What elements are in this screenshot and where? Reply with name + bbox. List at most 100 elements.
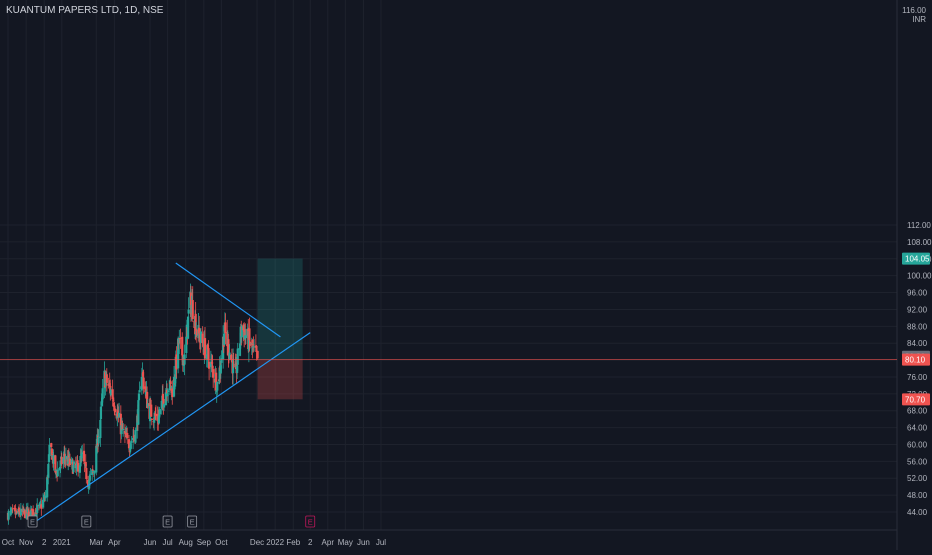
candle-body — [89, 473, 92, 475]
time-axis-tick-label: Jun — [357, 538, 370, 547]
candle-body — [194, 313, 197, 335]
candle-body — [165, 389, 169, 395]
candle-body — [248, 328, 251, 341]
price-badge-box — [902, 393, 930, 406]
candle-up — [244, 329, 248, 344]
candle-up — [99, 417, 102, 447]
long-position-stop-zone — [257, 359, 303, 400]
candle-body — [50, 443, 53, 447]
candle-down — [63, 445, 66, 468]
earnings-marker-label: E — [190, 518, 195, 527]
candle-down — [126, 427, 129, 444]
price-badge-label: 104.05 — [905, 255, 930, 264]
candle-body — [29, 510, 32, 518]
price-axis-tick-label: 44.00 — [907, 508, 928, 517]
candle-up — [220, 350, 223, 372]
candle-up — [109, 387, 112, 397]
candle-up — [231, 348, 235, 385]
candle-body — [9, 510, 13, 512]
candle-down — [76, 455, 79, 465]
candle-body — [11, 508, 14, 510]
candle-body — [228, 352, 231, 360]
candle-body — [227, 339, 230, 356]
candle-body — [93, 470, 96, 474]
candle-down — [156, 406, 159, 431]
candle-body — [101, 397, 104, 403]
time-axis-tick-label: Dec — [250, 538, 264, 547]
candle-body — [123, 430, 127, 434]
candle-body — [77, 463, 80, 472]
candle-body — [232, 361, 235, 363]
candle-down — [232, 352, 235, 369]
candle-body — [122, 428, 125, 431]
candle-body — [187, 309, 190, 314]
candle-body — [80, 453, 83, 459]
candle-up — [48, 437, 51, 462]
price-axis-tick-label: 92.00 — [907, 305, 928, 314]
candle-body — [238, 348, 241, 350]
candle-body — [10, 509, 14, 511]
candle-body — [191, 300, 194, 320]
candle-up — [46, 474, 49, 502]
earnings-marker: E — [27, 515, 38, 528]
candle-body — [88, 475, 91, 481]
candle-body — [146, 403, 149, 407]
candle-up — [190, 295, 193, 321]
candle-body — [164, 392, 167, 406]
candle-down — [119, 405, 122, 444]
candle-down — [91, 465, 94, 474]
candle-body — [111, 389, 114, 400]
candle-body — [190, 304, 193, 314]
candle-up — [238, 347, 241, 357]
candle-body — [201, 333, 204, 343]
candle-up — [10, 507, 13, 515]
candle-body — [101, 388, 104, 400]
candle-up — [38, 502, 41, 509]
candle-body — [39, 503, 42, 505]
candle-body — [158, 409, 162, 415]
candle-body — [140, 376, 143, 387]
candle-body — [243, 331, 246, 340]
candle-up — [64, 447, 67, 467]
candle-body — [13, 509, 17, 511]
candle-body — [18, 507, 21, 512]
candle-body — [43, 495, 46, 497]
candle-body — [242, 324, 245, 331]
candle-body — [48, 444, 51, 457]
candle-body — [216, 381, 219, 391]
earnings-marker-box — [27, 515, 38, 528]
candle-body — [55, 471, 58, 473]
time-axis-tick-label: 2021 — [53, 538, 71, 547]
candle-body — [203, 338, 207, 359]
time-axis-tick-label: May — [338, 538, 353, 547]
earnings-marker-box — [305, 515, 316, 528]
candle-body — [42, 498, 45, 502]
candle-body — [247, 330, 250, 351]
time-axis-tick-label: Apr — [322, 538, 335, 547]
candle-body — [72, 464, 75, 473]
trendline-support — [36, 332, 311, 521]
candle-body — [126, 432, 129, 439]
candle-body — [44, 495, 47, 499]
candle-body — [99, 406, 103, 420]
candle-down — [112, 395, 115, 402]
candle-body — [206, 344, 210, 350]
candle-body — [240, 326, 243, 338]
candle-body — [104, 378, 107, 386]
candle-body — [144, 386, 147, 393]
candle-body — [137, 393, 141, 401]
candle-body — [91, 469, 94, 475]
price-axis-tick-label: 100.00 — [907, 272, 932, 281]
candle-up — [178, 329, 181, 354]
candle-body — [72, 461, 76, 464]
candle-body — [112, 402, 115, 407]
time-axis-tick-label: Sep — [197, 538, 212, 547]
top-price-label: 116.00 — [902, 6, 926, 15]
candle-up — [140, 367, 143, 395]
candle-body — [18, 512, 21, 515]
candle-up — [120, 422, 123, 440]
candle-body — [71, 460, 74, 462]
price-scale-header[interactable]: 116.00 INR — [902, 6, 926, 24]
